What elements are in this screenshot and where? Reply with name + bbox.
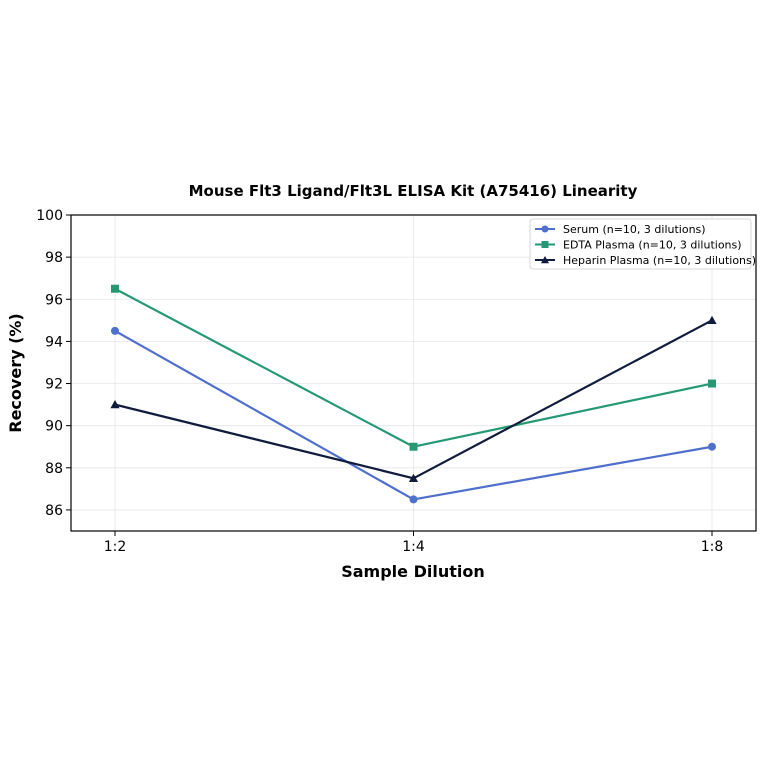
data-point [110,400,120,409]
y-tick-label: 98 [45,250,63,266]
y-tick-label: 86 [45,503,63,519]
series-2 [111,284,716,451]
data-point [111,284,119,293]
legend-marker [541,225,549,233]
series-area [110,284,717,504]
legend-marker [540,255,550,264]
legend-entry: Heparin Plasma (n=10, 3 dilutions) [535,254,756,267]
series-3 [110,315,717,483]
x-tick-label: 1:2 [104,539,127,555]
y-tick-label: 88 [45,461,63,477]
legend-entry: Serum (n=10, 3 dilutions) [535,223,706,236]
x-axis: 1:2 1:4 1:8 [104,531,724,555]
data-point [707,315,717,325]
data-point [409,495,418,504]
data-point [408,473,419,483]
data-point [409,442,418,451]
x-axis-label: Sample Dilution [341,562,485,581]
y-tick-label: 94 [45,334,63,350]
y-tick-label: 92 [45,377,63,393]
data-point [111,326,119,335]
legend-label: Heparin Plasma (n=10, 3 dilutions) [563,254,756,267]
y-tick-label: 96 [45,292,63,308]
y-tick-label: 90 [45,419,63,435]
y-axis: 86 88 90 92 94 96 98 100 [36,208,71,519]
data-point [708,442,716,451]
data-point [708,379,716,388]
x-tick-label: 1:4 [402,539,425,555]
y-axis-label: Recovery (%) [6,313,25,432]
series-1 [111,326,716,504]
legend-label: EDTA Plasma (n=10, 3 dilutions) [563,239,742,252]
y-tick-label: 100 [36,208,63,224]
legend-box [529,218,752,270]
legend-label: Serum (n=10, 3 dilutions) [563,223,706,236]
legend-entry: EDTA Plasma (n=10, 3 dilutions) [535,239,742,252]
legend: Serum (n=10, 3 dilutions) EDTA Plasma (n=… [529,218,756,270]
x-tick-label: 1:8 [701,539,724,555]
chart-title: Mouse Flt3 Ligand/Flt3L ELISA Kit (A7541… [189,182,638,200]
legend-marker [541,241,549,248]
